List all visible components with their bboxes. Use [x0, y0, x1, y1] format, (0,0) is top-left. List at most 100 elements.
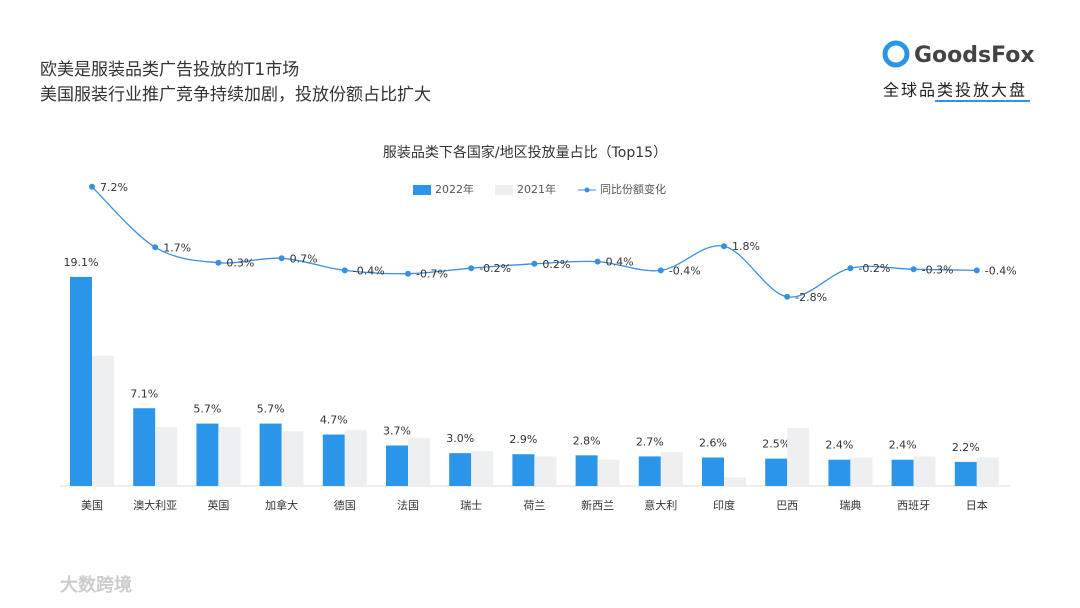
bar	[70, 276, 92, 486]
bar-value-label: 19.1%	[64, 256, 99, 269]
legend-swatch	[413, 185, 431, 195]
line-value-label: -2.8%	[795, 291, 827, 304]
line-value-label: 0.4%	[606, 256, 634, 269]
line-dot	[657, 267, 664, 274]
line-dot	[405, 270, 411, 277]
bar-value-label: 2.8%	[573, 434, 601, 447]
line-value-label: 1.8%	[732, 240, 760, 253]
line-dot	[594, 258, 601, 265]
bar	[976, 457, 999, 486]
bar	[322, 434, 345, 486]
line-value-label: -0.7%	[416, 268, 448, 281]
logo-text: GoodsFox	[914, 43, 1035, 68]
bar	[850, 457, 873, 486]
bar-value-label: 5.7%	[257, 403, 285, 416]
subheadline: 美国服装行业推广竞争持续加剧，投放份额占比扩大	[40, 85, 431, 105]
x-tick-label: 美国	[81, 499, 103, 512]
line-dot	[215, 259, 222, 266]
bar-value-label: 2.2%	[952, 441, 980, 454]
bar	[408, 437, 430, 486]
x-tick-label: 加拿大	[265, 498, 298, 512]
bar	[724, 477, 746, 486]
line-value-label: -0.2%	[479, 262, 511, 275]
x-tick-label: 英国	[207, 498, 229, 512]
legend-swatch	[495, 185, 513, 195]
x-tick-label: 瑞典	[839, 498, 861, 512]
line-dot	[278, 255, 285, 262]
chart-title: 服装品类下各国家/地区投放量占比（Top15）	[383, 144, 667, 161]
bar	[597, 459, 620, 486]
x-tick-label: 巴西	[776, 499, 798, 512]
bar	[92, 355, 114, 486]
bar	[575, 455, 598, 486]
bar	[281, 431, 304, 486]
bar-value-label: 2.4%	[825, 439, 853, 452]
x-tick-label: 瑞士	[460, 498, 482, 512]
bar	[512, 454, 535, 486]
legend-label: 同比份额变化	[600, 182, 666, 196]
line-value-label: -0.3%	[922, 263, 954, 276]
line-value-label: 0.7%	[290, 252, 318, 265]
x-tick-label: 日本	[966, 498, 988, 512]
bar	[155, 426, 178, 486]
bar	[765, 458, 788, 486]
bar	[638, 456, 661, 486]
line-dot	[721, 243, 727, 250]
line-value-label: 7.2%	[100, 181, 128, 194]
bar	[954, 461, 977, 486]
x-tick-label: 荷兰	[523, 499, 545, 512]
bar-value-label: 2.5%	[762, 438, 790, 451]
x-tick-label: 新西兰	[581, 498, 614, 512]
line-value-label: -0.4%	[353, 264, 385, 277]
bar-value-label: 3.0%	[446, 432, 474, 445]
x-tick-label: 意大利	[644, 498, 677, 512]
legend-dot	[584, 187, 590, 193]
legend-label: 2022年	[435, 182, 474, 196]
bar-value-label: 2.6%	[699, 437, 727, 450]
x-tick-label: 德国	[334, 498, 356, 512]
headline: 欧美是服装品类广告投放的T1市场	[40, 60, 299, 80]
tagline: 全球品类投放大盘	[883, 81, 1027, 100]
line	[91, 186, 977, 298]
bar	[218, 426, 241, 486]
bar	[891, 459, 914, 486]
line-dot	[531, 260, 538, 267]
bar	[702, 457, 724, 486]
line-dot	[847, 265, 854, 272]
bar	[449, 453, 472, 486]
bar-value-label: 2.7%	[636, 435, 664, 448]
legend-label: 2021年	[517, 182, 556, 196]
bar	[133, 408, 156, 486]
line-dot	[89, 183, 95, 190]
line-dot	[341, 267, 348, 274]
bar	[259, 423, 282, 486]
x-tick-label: 法国	[397, 498, 419, 512]
x-tick-label: 澳大利亚	[133, 498, 177, 512]
logo: GoodsFox	[882, 40, 1035, 68]
line-dot	[973, 267, 980, 274]
line-dot	[152, 244, 159, 251]
bar-value-label: 4.7%	[320, 414, 348, 427]
x-tick-label: 西班牙	[897, 499, 930, 512]
line-dot	[784, 293, 791, 300]
line-value-label: 0.2%	[542, 258, 570, 271]
line-value-label: -0.4%	[985, 264, 1017, 277]
bar	[828, 459, 851, 486]
bar-value-label: 7.1%	[130, 387, 158, 400]
bar	[196, 423, 219, 486]
line-value-label: -0.2%	[858, 262, 890, 275]
bar	[913, 456, 936, 486]
bar	[534, 456, 557, 486]
line-value-label: -0.4%	[669, 264, 701, 277]
bar-value-label: 3.7%	[383, 424, 411, 437]
line-value-label: 0.3%	[226, 257, 254, 270]
bar	[660, 452, 683, 486]
bar	[787, 427, 810, 486]
line-dot	[468, 265, 475, 272]
bar-value-label: 2.4%	[889, 439, 917, 452]
line-dot	[910, 266, 917, 273]
x-tick-label: 印度	[713, 498, 735, 512]
bar-value-label: 2.9%	[509, 433, 537, 446]
logo-icon	[882, 40, 910, 68]
